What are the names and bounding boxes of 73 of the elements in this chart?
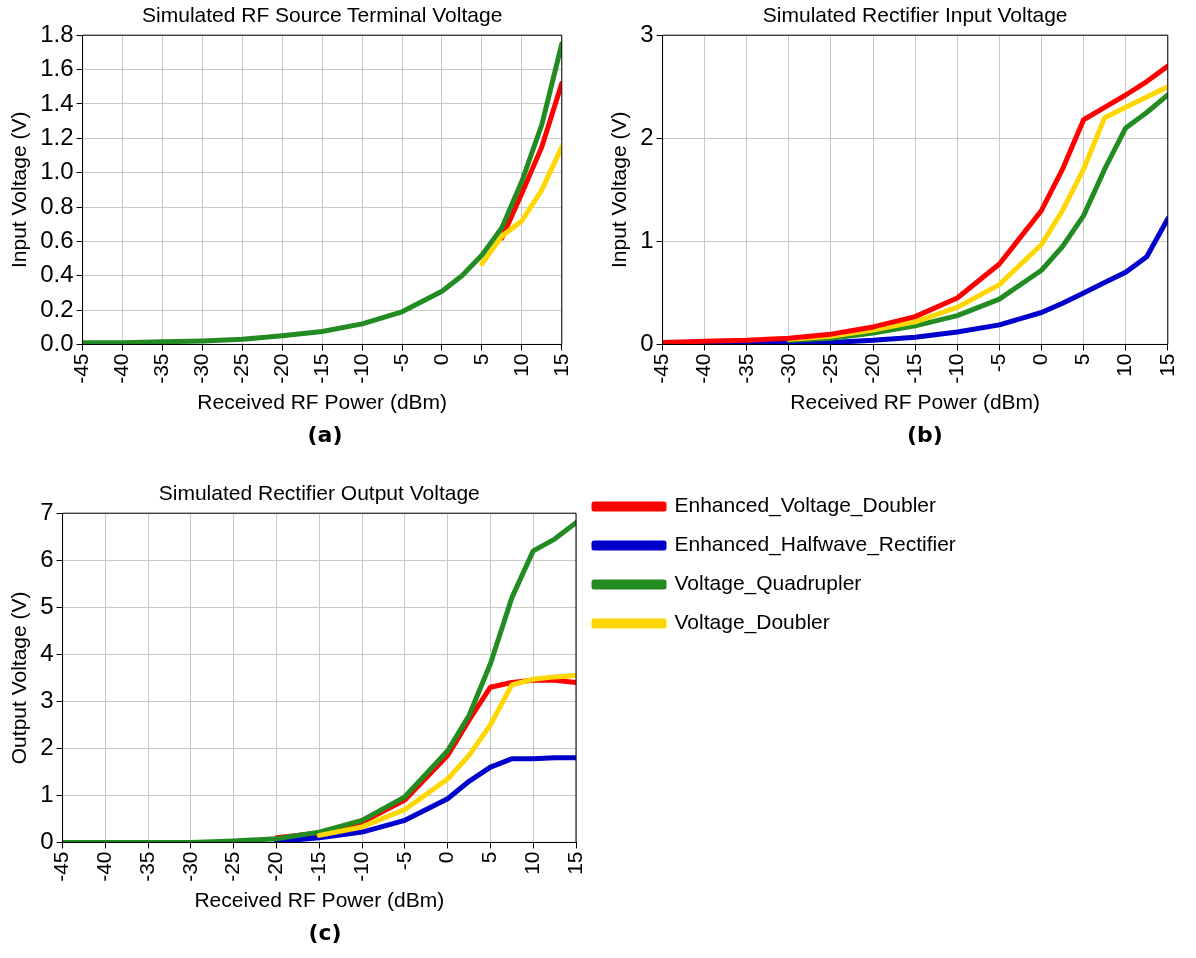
y-tick-label: 0.8: [40, 191, 74, 219]
y-tick-label: 3: [40, 685, 54, 713]
x-tick-label: -25: [817, 353, 841, 384]
chart-title: Simulated RF Source Terminal Voltage: [142, 3, 503, 27]
x-axis-title: Received RF Power (dBm): [194, 888, 445, 912]
x-tick-label: -10: [944, 353, 968, 384]
x-tick-label: 0: [428, 353, 452, 366]
y-axis-title: Input Voltage (V): [607, 111, 631, 269]
y-tick-label: 5: [40, 591, 54, 619]
y-tick-label: 3: [640, 19, 654, 47]
x-tick-label: -25: [229, 353, 253, 384]
x-tick-label: -10: [348, 353, 372, 384]
y-tick-label: 1.2: [40, 122, 74, 150]
y-tick-label: 1: [640, 225, 654, 253]
text: (c): [307, 920, 343, 945]
x-tick-label: -20: [859, 353, 883, 384]
x-tick-label: -10: [348, 851, 372, 882]
y-tick-label: 1: [40, 780, 54, 808]
y-tick-label: 4: [40, 638, 54, 666]
legend-label: Enhanced_Halfwave_Rectifier: [674, 532, 956, 557]
x-tick-label: 5: [477, 851, 501, 864]
x-tick-label: -5: [388, 353, 412, 373]
y-axis-title: Input Voltage (V): [7, 111, 31, 269]
legend-label: Enhanced_Voltage_Doubler: [674, 493, 937, 518]
legend-label: Voltage_Quadrupler: [674, 571, 862, 596]
x-tick-label: 10: [520, 851, 544, 875]
x-tick-label: 0: [434, 851, 458, 864]
x-tick-label: -40: [691, 353, 715, 384]
x-tick-label: -15: [306, 851, 330, 882]
x-tick-label: 5: [1070, 353, 1094, 366]
y-tick-label: 2: [40, 733, 54, 760]
x-axis-title: Received RF Power (dBm): [790, 390, 1041, 414]
x-tick-label: -20: [269, 353, 293, 384]
x-tick-label: -15: [308, 353, 332, 384]
x-tick-label: -40: [109, 353, 133, 384]
x-tick-label: 15: [548, 353, 572, 377]
y-tick-label: 0.4: [40, 260, 74, 288]
y-tick-label: 0.6: [40, 225, 74, 253]
legend-label: Voltage_Doubler: [674, 610, 830, 635]
y-tick-label: 1.8: [40, 19, 74, 47]
x-tick-label: -15: [901, 353, 925, 384]
x-tick-label: -30: [189, 353, 213, 384]
x-tick-label: -40: [92, 851, 116, 882]
y-tick-label: 1.0: [40, 157, 74, 185]
y-tick-label: 1.4: [40, 88, 74, 116]
x-axis-title: Received RF Power (dBm): [197, 390, 448, 414]
y-tick-label: 0.2: [40, 294, 74, 322]
text: (a): [306, 422, 344, 447]
y-tick-label: 1.6: [40, 54, 74, 82]
x-tick-label: 15: [562, 851, 586, 875]
x-tick-label: -5: [986, 353, 1010, 373]
x-tick-label: -5: [391, 851, 415, 871]
y-axis-title: Output Voltage (V): [7, 591, 31, 765]
y-tick-label: 6: [40, 544, 54, 572]
x-tick-label: 0: [1028, 353, 1052, 366]
chart-title: Simulated Rectifier Output Voltage: [158, 481, 480, 505]
x-tick-label: -30: [775, 353, 799, 384]
x-tick-label: -35: [134, 851, 158, 882]
text: (b): [906, 422, 944, 447]
x-tick-label: -45: [49, 851, 73, 882]
x-tick-label: -20: [263, 851, 287, 882]
x-tick-label: 5: [468, 353, 492, 366]
x-tick-label: -35: [733, 353, 757, 384]
x-tick-label: 10: [1112, 353, 1136, 377]
x-tick-label: -30: [177, 851, 201, 882]
x-tick-label: 15: [1154, 353, 1178, 377]
x-tick-label: 10: [508, 353, 532, 377]
x-tick-label: -35: [149, 353, 173, 384]
x-tick-label: -25: [220, 851, 244, 882]
y-tick-label: 2: [640, 122, 654, 150]
x-tick-label: -45: [649, 353, 673, 384]
chart-title: Simulated Rectifier Input Voltage: [762, 3, 1068, 27]
y-tick-label: 7: [40, 497, 54, 525]
